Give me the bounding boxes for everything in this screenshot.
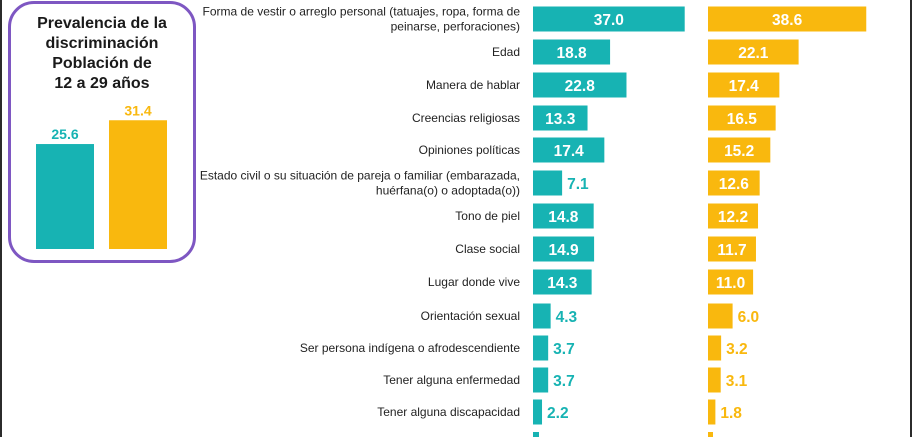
bar-series1-8 xyxy=(533,269,592,295)
bar-series2-6 xyxy=(708,203,759,229)
bar-label-series2-4: 15.2 xyxy=(724,143,754,160)
bar-label-series2-6: 12.2 xyxy=(718,209,748,226)
bar-label-series1-5: 7.1 xyxy=(567,176,589,193)
bar-series1-7 xyxy=(533,236,595,262)
category-label-4-0: Opiniones políticas xyxy=(419,143,520,157)
bar-label-series1-9: 4.3 xyxy=(556,309,578,326)
category-label-1-0: Edad xyxy=(492,45,520,59)
frame-left-edge xyxy=(0,0,2,437)
category-label-0-1: peinarse, perforaciones) xyxy=(391,20,520,34)
bar-series1-5 xyxy=(533,170,563,196)
frame-right-edge xyxy=(910,0,912,437)
category-label-9-0: Orientación sexual xyxy=(421,309,520,323)
category-label-3-0: Creencias religiosas xyxy=(412,111,520,125)
bar-label-series1-6: 14.8 xyxy=(548,209,579,226)
bar-label-series2-8: 11.0 xyxy=(716,275,745,292)
bar-series2-8 xyxy=(708,269,754,295)
bar-series1-0 xyxy=(533,6,685,32)
category-label-11-0: Tener alguna enfermedad xyxy=(383,373,520,387)
inset-bar-label-0: 25.6 xyxy=(51,126,78,142)
bar-label-series1-1: 18.8 xyxy=(556,45,587,62)
bar-series1-6 xyxy=(533,203,594,229)
bar-series2-10 xyxy=(708,335,722,361)
category-label-6-0: Tono de piel xyxy=(455,209,520,223)
bar-series2-cutoff xyxy=(708,432,713,437)
bar-label-series1-2: 22.8 xyxy=(565,78,596,95)
bar-series2-11 xyxy=(708,367,721,393)
inset-chart: 25.6 31.4 xyxy=(36,102,167,249)
inset-bar-label-1: 31.4 xyxy=(124,102,151,118)
bar-label-series2-7: 11.7 xyxy=(717,242,746,259)
category-label-8-0: Lugar donde vive xyxy=(428,275,520,289)
bar-series1-1 xyxy=(533,39,611,65)
category-label-12-0: Tener alguna discapacidad xyxy=(377,405,520,419)
bar-series2-2 xyxy=(708,72,780,98)
bar-series2-9 xyxy=(708,303,733,329)
bar-label-series2-10: 3.2 xyxy=(726,341,748,358)
bar-series1-2 xyxy=(533,72,627,98)
bar-label-series1-11: 3.7 xyxy=(553,373,575,390)
bar-series1-11 xyxy=(533,367,549,393)
bar-series1-4 xyxy=(533,137,605,163)
bar-series2-4 xyxy=(708,137,771,163)
inset-bar-0 xyxy=(36,144,94,249)
category-label-5-0: Estado civil o su situación de pareja o … xyxy=(200,169,520,183)
category-label-10-0: Ser persona indígena o afrodescendiente xyxy=(300,341,520,355)
bar-label-series2-3: 16.5 xyxy=(727,111,758,128)
category-label-2-0: Manera de hablar xyxy=(426,78,520,92)
bar-series1-10 xyxy=(533,335,549,361)
bar-series1-3 xyxy=(533,105,588,131)
bar-series1-12 xyxy=(533,399,543,425)
bar-label-series2-0: 38.6 xyxy=(772,12,803,29)
category-label-5-1: huérfana(o) o adoptada(o)) xyxy=(376,184,520,198)
bar-series2-1 xyxy=(708,39,799,65)
bar-series2-5 xyxy=(708,170,760,196)
bar-label-series1-8: 14.3 xyxy=(547,275,578,292)
bar-label-series1-7: 14.9 xyxy=(548,242,579,259)
bar-label-series2-2: 17.4 xyxy=(729,78,760,95)
bar-series1-cutoff xyxy=(533,432,539,437)
bar-label-series2-9: 6.0 xyxy=(738,309,760,326)
bar-label-series2-12: 1.8 xyxy=(720,405,742,422)
bar-series2-7 xyxy=(708,236,756,262)
inset-title: Prevalencia de la discriminación Poblaci… xyxy=(37,15,167,92)
category-label-7-0: Clase social xyxy=(455,242,520,256)
prevalence-inset-panel: Prevalencia de la discriminación Poblaci… xyxy=(8,1,196,263)
bar-label-series1-12: 2.2 xyxy=(547,405,569,422)
bar-label-series1-0: 37.0 xyxy=(594,12,624,29)
bar-series2-0 xyxy=(708,6,867,32)
bar-label-series2-1: 22.1 xyxy=(738,45,769,62)
bar-series2-3 xyxy=(708,105,776,131)
bar-label-series1-10: 3.7 xyxy=(553,341,575,358)
bar-series1-9 xyxy=(533,303,551,329)
bar-label-series2-11: 3.1 xyxy=(726,373,748,390)
category-label-0-0: Forma de vestir o arreglo personal (tatu… xyxy=(203,5,521,19)
bar-label-series1-4: 17.4 xyxy=(554,143,585,160)
bar-label-series1-3: 13.3 xyxy=(545,111,576,128)
inset-bar-1 xyxy=(109,120,167,249)
bar-series2-12 xyxy=(708,399,716,425)
bar-label-series2-5: 12.6 xyxy=(719,176,750,193)
